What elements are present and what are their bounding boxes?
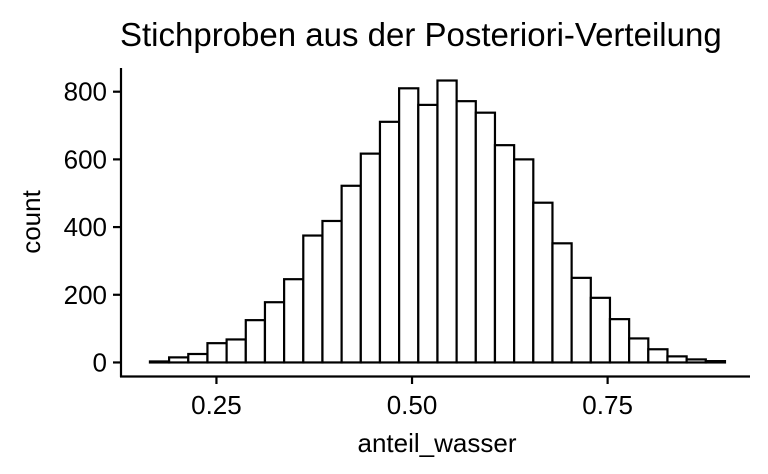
y-tick-label: 0	[93, 347, 107, 377]
histogram-bar	[359, 152, 382, 364]
histogram-bar	[666, 355, 688, 364]
histogram-bar	[168, 356, 190, 364]
y-axis-ticks: 0 200 400 600 800	[64, 77, 121, 377]
histogram-bar	[570, 276, 592, 364]
x-tick-label: 0.50	[387, 390, 438, 420]
y-tick-label: 800	[64, 77, 107, 107]
histogram-bar	[206, 342, 228, 364]
histogram-bar	[302, 234, 324, 364]
histogram-bars	[148, 79, 727, 364]
histogram-bar	[628, 337, 650, 364]
histogram-bar	[398, 87, 420, 364]
x-axis-ticks: 0.25 0.50 0.75	[191, 376, 633, 420]
histogram-bar	[647, 348, 669, 364]
histogram-bar	[474, 111, 497, 364]
histogram-bar	[187, 352, 209, 364]
histogram-bar	[551, 242, 573, 364]
histogram-bar	[244, 319, 267, 364]
x-tick-label: 0.25	[191, 390, 242, 420]
x-tick-label: 0.75	[582, 390, 633, 420]
x-axis-title: anteil_wasser	[358, 428, 517, 458]
y-tick-label: 400	[64, 212, 107, 242]
histogram-bar	[532, 201, 554, 364]
y-tick-label: 600	[64, 144, 107, 174]
histogram-bar	[321, 219, 343, 364]
histogram-bar	[493, 144, 516, 364]
histogram-bar	[455, 100, 477, 364]
histogram-bar	[513, 158, 535, 364]
histogram-bar	[417, 103, 439, 364]
y-axis-title: count	[16, 189, 46, 253]
histogram-bar	[685, 358, 707, 364]
y-tick-label: 200	[64, 280, 107, 310]
chart-title: Stichproben aus der Posteriori-Verteilun…	[120, 16, 722, 53]
histogram-bar	[378, 120, 401, 364]
histogram-bar	[608, 318, 631, 364]
histogram-bar	[704, 360, 727, 364]
histogram-bar	[263, 301, 286, 364]
histogram-bar	[589, 296, 612, 364]
histogram-bar	[340, 184, 362, 364]
histogram-bar	[283, 278, 305, 364]
histogram-bar	[148, 360, 171, 364]
histogram-bar	[225, 338, 247, 364]
histogram-bar	[436, 79, 458, 364]
